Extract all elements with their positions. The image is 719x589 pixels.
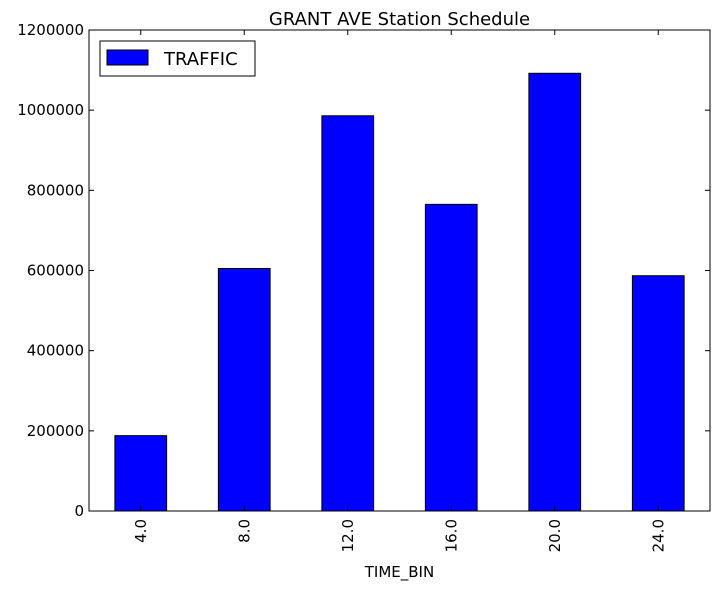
chart-title: GRANT AVE Station Schedule bbox=[269, 9, 530, 30]
y-tick-label: 600000 bbox=[27, 262, 84, 280]
x-tick-label: 20.0 bbox=[546, 519, 564, 552]
bar-12-0 bbox=[321, 115, 375, 512]
x-axis-label: TIME_BIN bbox=[364, 563, 434, 582]
y-tick-label: 1000000 bbox=[17, 101, 84, 119]
y-tick-label: 0 bbox=[74, 502, 84, 520]
bar-16-0 bbox=[424, 203, 478, 512]
y-tick-label: 400000 bbox=[27, 342, 84, 360]
plot-area bbox=[114, 72, 685, 512]
legend-label: TRAFFIC bbox=[163, 49, 238, 70]
legend: TRAFFIC bbox=[99, 40, 256, 77]
bar-20-0 bbox=[528, 72, 582, 512]
x-axis-ticks: 4.0 8.0 12.0 16.0 20.0 24.0 bbox=[132, 30, 667, 552]
y-tick-label: 800000 bbox=[27, 181, 84, 199]
x-tick-label: 16.0 bbox=[442, 519, 460, 552]
y-tick-label: 200000 bbox=[27, 422, 84, 440]
x-tick-label: 12.0 bbox=[339, 519, 357, 552]
bar-24-0 bbox=[631, 275, 685, 512]
y-tick-label: 1200000 bbox=[17, 21, 84, 39]
bar-4-0 bbox=[114, 435, 168, 512]
legend-swatch bbox=[106, 49, 149, 66]
x-tick-label: 4.0 bbox=[132, 519, 150, 543]
x-tick-label: 8.0 bbox=[235, 519, 253, 543]
x-tick-label: 24.0 bbox=[649, 519, 667, 552]
y-axis-ticks: 0 200000 400000 600000 800000 1000000 1200000 bbox=[17, 21, 710, 520]
bar-8-0 bbox=[217, 267, 271, 512]
